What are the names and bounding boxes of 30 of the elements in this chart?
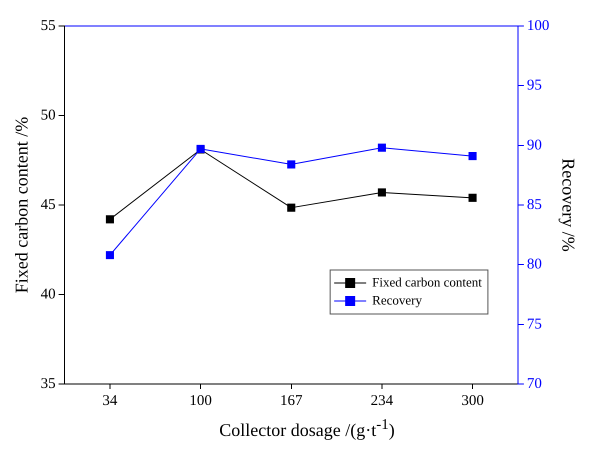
x-tick-label: 167 — [280, 392, 303, 409]
y-tick-label: 55 — [40, 18, 56, 34]
y2-tick-label: 90 — [526, 137, 542, 154]
point — [468, 194, 477, 202]
point — [378, 188, 386, 197]
point — [468, 152, 477, 160]
x-tick-label: 234 — [370, 392, 394, 409]
y-axis-title: Fixed carbon content /% — [12, 116, 32, 294]
legend-label: Recovery — [372, 292, 422, 308]
point — [287, 160, 296, 168]
point — [106, 215, 114, 224]
y-tick-label: 45 — [40, 196, 56, 213]
y2-tick-label: 75 — [526, 316, 542, 332]
y-tick-label: 40 — [40, 286, 56, 302]
y-tick-label: 35 — [40, 376, 56, 392]
x-axis-title: Collector dosage /(g·t$^{-1}$) — [218, 416, 396, 442]
y2-tick-label: 80 — [526, 256, 542, 273]
y-tick-label: 50 — [40, 107, 56, 124]
y2-tick-label: 95 — [526, 78, 542, 94]
y2-axis-title: Recovery /% — [558, 158, 578, 252]
y2-tick-label: 85 — [526, 196, 542, 213]
point — [287, 204, 296, 212]
point — [106, 251, 114, 260]
x-tick-label: 300 — [461, 392, 484, 409]
y2-tick-label: 100 — [526, 18, 550, 34]
legend-label: Fixed carbon content — [372, 274, 482, 290]
point — [378, 144, 386, 152]
x-tick-label: 34 — [102, 392, 118, 409]
y2-tick-label: 70 — [526, 376, 542, 392]
x-tick-label: 100 — [189, 392, 212, 409]
